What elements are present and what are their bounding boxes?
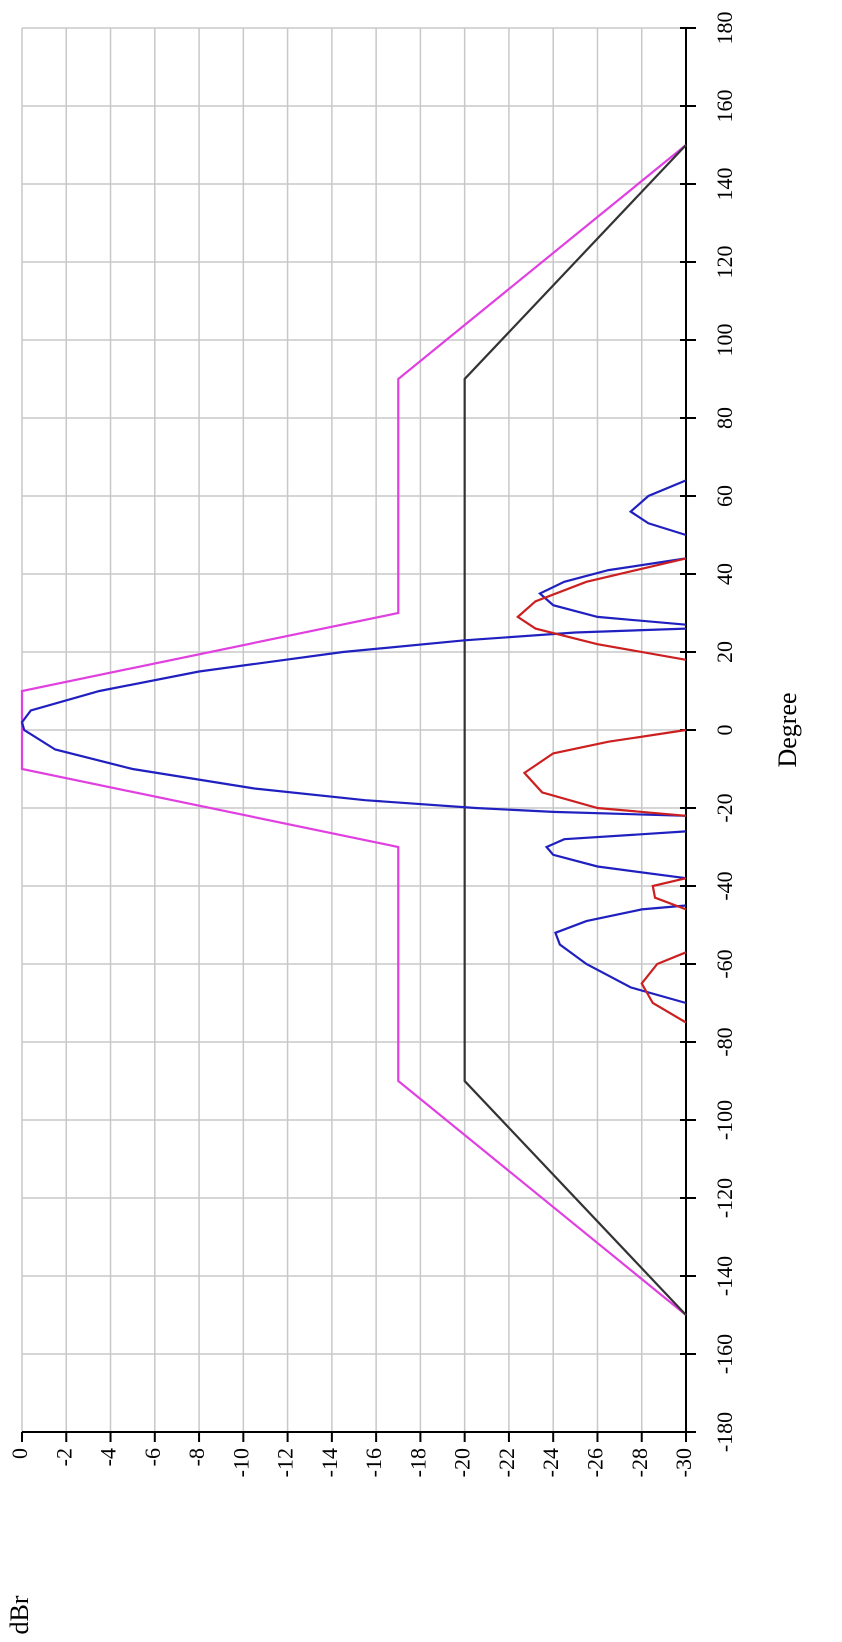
x-tick-label: -40 xyxy=(712,871,737,900)
x-tick-label: 140 xyxy=(712,168,737,201)
x-tick-label: 0 xyxy=(712,725,737,736)
y-tick-label: -28 xyxy=(627,1448,652,1477)
y-tick-label: -4 xyxy=(96,1448,121,1466)
y-tick-label: -18 xyxy=(405,1448,430,1477)
x-axis-title: Degree xyxy=(773,692,802,767)
y-tick-label: -12 xyxy=(273,1448,298,1477)
x-tick-label: 40 xyxy=(712,563,737,585)
y-tick-label: -6 xyxy=(140,1448,165,1466)
series-line xyxy=(20,479,687,1005)
y-tick-label: -26 xyxy=(583,1448,608,1477)
y-tick-label: -20 xyxy=(450,1448,475,1477)
series-line xyxy=(463,144,687,1316)
y-tick-label: -30 xyxy=(671,1448,696,1477)
series-line xyxy=(20,144,687,1316)
x-tick-label: -140 xyxy=(712,1256,737,1296)
x-tick-label: -100 xyxy=(712,1100,737,1140)
y-tick-label: -16 xyxy=(361,1448,386,1477)
x-tick-label: -60 xyxy=(712,949,737,978)
x-tick-label: -120 xyxy=(712,1178,737,1218)
y-axis-title: dBr xyxy=(5,1595,34,1634)
x-tick-label: 100 xyxy=(712,324,737,357)
x-tick-label: 60 xyxy=(712,485,737,507)
x-tick-label: -20 xyxy=(712,793,737,822)
x-tick-label: 80 xyxy=(712,407,737,429)
y-tick-label: -22 xyxy=(494,1448,519,1477)
y-tick-label: -24 xyxy=(538,1448,563,1477)
x-tick-label: -160 xyxy=(712,1334,737,1374)
y-tick-label: -10 xyxy=(228,1448,253,1477)
x-tick-label: 160 xyxy=(712,90,737,123)
x-tick-label: -180 xyxy=(712,1412,737,1452)
x-tick-label: -80 xyxy=(712,1027,737,1056)
x-tick-label: 180 xyxy=(712,12,737,45)
y-tick-label: -8 xyxy=(184,1448,209,1466)
x-tick-label: 120 xyxy=(712,246,737,279)
x-tick-label: 20 xyxy=(712,641,737,663)
y-tick-label: 0 xyxy=(7,1448,32,1459)
y-tick-label: -14 xyxy=(317,1448,342,1477)
series-line xyxy=(515,557,687,1024)
y-tick-label: -2 xyxy=(51,1448,76,1466)
